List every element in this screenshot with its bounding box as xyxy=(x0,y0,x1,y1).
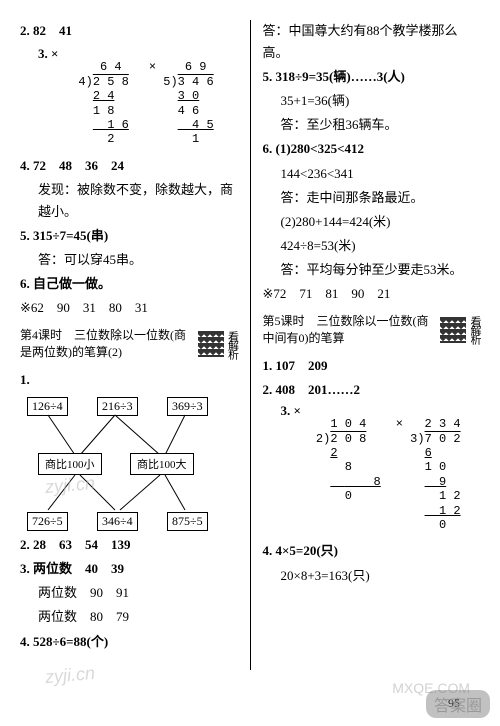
box-5: 346÷4 xyxy=(97,512,138,531)
r-item-6a: 6. (1)280<325<412 xyxy=(263,138,481,160)
watermark-zyji-2: zyji.cn xyxy=(44,663,96,688)
watermark-zyji-1: zyji.cn xyxy=(44,473,96,498)
box-6: 875÷5 xyxy=(167,512,208,531)
long-division-2: × 6 9 5)3 4 6 3 0 4 6 4 5 1 xyxy=(149,46,214,147)
r-item-6f: 答：平均每分钟至少要走53米。 xyxy=(263,259,481,281)
lesson-4-header: 第4课时 三位数除以一位数(商是两位数)的笔算(2) 看解析 xyxy=(20,327,238,361)
r-item-5c: 答：至少租36辆车。 xyxy=(263,114,481,136)
r-item-6c: 答：走中间那条路最近。 xyxy=(263,187,481,209)
qr-label: 看解析 xyxy=(227,331,238,358)
column-divider xyxy=(250,20,251,670)
lesson-5-title: 第5课时 三位数除以一位数(商中间有0)的笔算 xyxy=(263,313,438,347)
comparison-diagram: 126÷4 216÷3 369÷3 商比100小 商比100大 726÷5 34… xyxy=(20,395,238,530)
box-4: 726÷5 xyxy=(27,512,68,531)
left-column: 2. 82 41 3. × 6 4 4)2 5 8 2 4 1 8 1 6 2 … xyxy=(12,20,246,670)
long-division-1: 6 4 4)2 5 8 2 4 1 8 1 6 2 xyxy=(78,46,128,147)
r-item-5a: 5. 318÷9=35(辆)……3(人) xyxy=(263,66,481,88)
r-item-5b: 35+1=36(辆) xyxy=(263,90,481,112)
l4-item-4: 4. 528÷6=88(个) xyxy=(20,631,238,653)
r-l5-item-2: 2. 408 201……2 xyxy=(263,379,481,401)
item-3-divisions: 3. × 6 4 4)2 5 8 2 4 1 8 1 6 2 × 6 9 5)3… xyxy=(38,46,238,147)
qr-code-icon xyxy=(198,331,224,357)
ans-top: 答：中国尊大约有88个教学楼那么高。 xyxy=(263,20,481,64)
lesson4-item-1: 1. xyxy=(20,369,238,391)
l4-item-3b: 两位数 90 91 xyxy=(20,582,238,604)
r-l5-item-4b: 20×8+3=163(只) xyxy=(263,565,481,587)
item-5: 5. 315÷7=45(串) xyxy=(20,225,238,247)
lesson-5-header: 第5课时 三位数除以一位数(商中间有0)的笔算 看解析 xyxy=(263,313,481,347)
r-item-6d: (2)280+144=424(米) xyxy=(263,211,481,233)
r-item-3-label: 3. × xyxy=(281,403,301,533)
l4-item-2: 2. 28 63 54 139 xyxy=(20,534,238,556)
r-l5-item-1: 1. 107 209 xyxy=(263,355,481,377)
r-long-division-1: 1 0 4 2)2 0 8 2 8 8 0 xyxy=(316,403,381,533)
lesson-4-title: 第4课时 三位数除以一位数(商是两位数)的笔算(2) xyxy=(20,327,195,361)
item-2: 2. 82 41 xyxy=(20,20,238,42)
item-6: 6. 自己做一做。 xyxy=(20,273,238,295)
l4-item-3c: 两位数 80 79 xyxy=(20,606,238,628)
l4-item-3a: 3. 两位数 40 39 xyxy=(20,558,238,580)
watermark-corner: 答案圈 xyxy=(426,690,490,718)
r-item-3-divisions: 3. × 1 0 4 2)2 0 8 2 8 8 0 × 2 3 4 3)7 0… xyxy=(281,403,481,533)
item-4-note: 发现：被除数不变，除数越大，商越小。 xyxy=(20,179,238,223)
item-3-label: 3. × xyxy=(38,46,58,147)
r-item-6e: 424÷8=53(米) xyxy=(263,235,481,257)
item-5-answer: 答：可以穿45串。 xyxy=(20,249,238,271)
label-left: 商比100小 xyxy=(38,453,102,475)
item-4: 4. 72 48 36 24 xyxy=(20,155,238,177)
r-item-star: ※72 71 81 90 21 xyxy=(263,283,481,305)
r-l5-item-4a: 4. 4×5=20(只) xyxy=(263,540,481,562)
item-star: ※62 90 31 80 31 xyxy=(20,297,238,319)
qr-label: 看解析 xyxy=(469,316,480,343)
r-long-division-2: × 2 3 4 3)7 0 2 6 1 0 9 1 2 1 2 0 xyxy=(396,403,461,533)
r-item-6b: 144<236<341 xyxy=(263,163,481,185)
right-column: 答：中国尊大约有88个教学楼那么高。 5. 318÷9=35(辆)……3(人) … xyxy=(255,20,489,670)
label-right: 商比100大 xyxy=(130,453,194,475)
page-content: 2. 82 41 3. × 6 4 4)2 5 8 2 4 1 8 1 6 2 … xyxy=(0,0,500,690)
qr-code-icon xyxy=(440,317,466,343)
